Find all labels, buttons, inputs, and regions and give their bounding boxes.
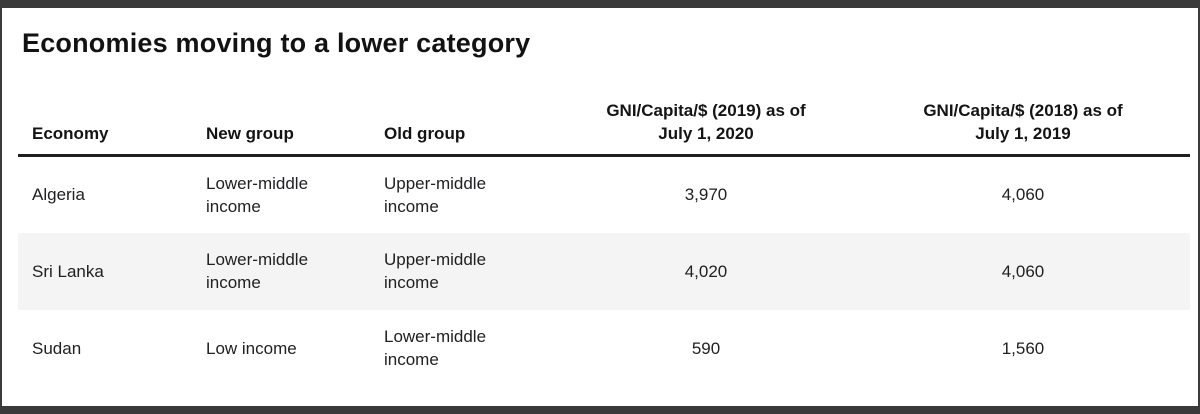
cell-economy: Algeria (32, 185, 85, 205)
cell-gni-2018: 4,060 (1001, 185, 1045, 205)
cell-gni-2018: 1,560 (1001, 338, 1045, 358)
table-row-sudan: Sudan Low income Lower-middle income 590… (18, 310, 1190, 387)
cell-new-group: Low income (206, 338, 297, 358)
col-header-gni-2019: GNI/Capita/$ (2019) as of July 1, 2020 (556, 99, 856, 157)
table-row-algeria: Algeria Lower-middle income Upper-middle… (18, 156, 1190, 233)
cell-economy: Sri Lanka (32, 261, 104, 281)
cell-new-group: Lower-middle income (206, 250, 309, 292)
col-header-gni-2018-line1: GNI/Capita/$ (2018) as of (923, 101, 1123, 120)
table-body: Algeria Lower-middle income Upper-middle… (18, 156, 1190, 387)
cell-gni-2019: 4,020 (684, 261, 728, 281)
window-frame-bottom (0, 406, 1200, 414)
cell-gni-2019: 590 (691, 338, 721, 358)
window-frame-right (1198, 0, 1200, 414)
header-row: Economy New group Old group GNI/Capita/$… (18, 99, 1190, 157)
cell-old-group: Lower-middle income (384, 327, 487, 369)
col-header-new-group: New group (206, 99, 384, 157)
cell-economy: Sudan (32, 338, 82, 358)
window-frame-left (0, 0, 2, 414)
col-header-economy: Economy (18, 99, 206, 157)
table-row-sri-lanka: Sri Lanka Lower-middle income Upper-midd… (18, 232, 1190, 310)
page-content: Economies moving to a lower category Eco… (0, 8, 1200, 387)
window-frame-top (0, 0, 1200, 8)
col-header-old-group: Old group (384, 99, 556, 157)
cell-old-group: Upper-middle income (384, 250, 487, 292)
col-header-gni-2019-line2: July 1, 2020 (658, 124, 754, 143)
col-header-gni-2019-line1: GNI/Capita/$ (2019) as of (606, 101, 806, 120)
cell-new-group: Lower-middle income (206, 173, 309, 216)
cell-gni-2019: 3,970 (684, 185, 728, 205)
col-header-gni-2018-line2: July 1, 2019 (975, 124, 1071, 143)
cell-old-group: Upper-middle income (384, 173, 487, 216)
table-header: Economy New group Old group GNI/Capita/$… (18, 99, 1190, 157)
cell-gni-2018: 4,060 (1001, 261, 1045, 281)
col-header-gni-2018: GNI/Capita/$ (2018) as of July 1, 2019 (856, 99, 1190, 157)
economies-table: Economy New group Old group GNI/Capita/$… (18, 99, 1190, 387)
page-title: Economies moving to a lower category (22, 28, 531, 58)
